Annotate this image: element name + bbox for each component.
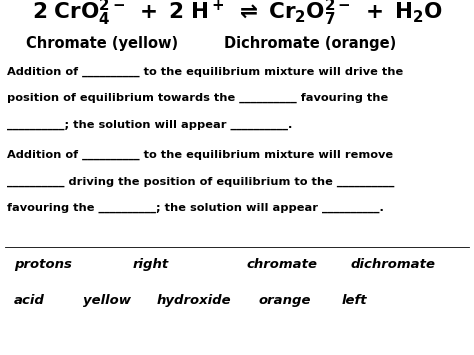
Text: __________; the solution will appear __________.: __________; the solution will appear ___… (7, 120, 292, 130)
Text: dichromate: dichromate (351, 258, 436, 271)
Text: hydroxide: hydroxide (156, 294, 231, 306)
Text: position of equilibrium towards the __________ favouring the: position of equilibrium towards the ____… (7, 93, 388, 103)
Text: favouring the __________; the solution will appear __________.: favouring the __________; the solution w… (7, 203, 384, 213)
Text: right: right (133, 258, 169, 271)
Text: protons: protons (14, 258, 72, 271)
Text: __________ driving the position of equilibrium to the __________: __________ driving the position of equil… (7, 176, 394, 187)
Text: chromate: chromate (246, 258, 318, 271)
Text: orange: orange (258, 294, 311, 306)
Text: Addition of __________ to the equilibrium mixture will drive the: Addition of __________ to the equilibriu… (7, 66, 403, 77)
Text: $\mathbf{2\ CrO_4^{2-}\ +\ 2\ H^+\ \rightleftharpoons\ Cr_2O_7^{2-}\ +\ H_2O}$: $\mathbf{2\ CrO_4^{2-}\ +\ 2\ H^+\ \righ… (32, 0, 442, 28)
Text: Dichromate (orange): Dichromate (orange) (224, 36, 397, 51)
Text: yellow: yellow (83, 294, 131, 306)
Text: Chromate (yellow): Chromate (yellow) (26, 36, 178, 51)
Text: Addition of __________ to the equilibrium mixture will remove: Addition of __________ to the equilibriu… (7, 150, 393, 160)
Text: left: left (341, 294, 367, 306)
Text: acid: acid (14, 294, 45, 306)
